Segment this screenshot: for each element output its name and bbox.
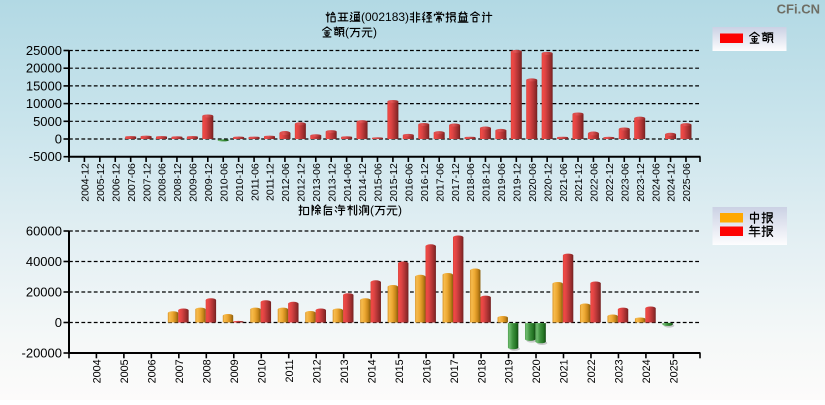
svg-text:(: ( [345, 25, 349, 39]
svg-text:2020-12: 2020-12 [542, 163, 554, 202]
svg-text:2018: 2018 [476, 359, 488, 383]
svg-text:2021-06: 2021-06 [558, 163, 570, 202]
svg-text:2010-06: 2010-06 [218, 163, 230, 202]
svg-text:2016: 2016 [421, 359, 433, 383]
svg-text:2023: 2023 [614, 359, 626, 383]
svg-text:15000: 15000 [26, 78, 62, 93]
svg-text:2015-12: 2015-12 [388, 163, 400, 202]
svg-text:2007: 2007 [174, 359, 186, 383]
svg-text:2006-12: 2006-12 [110, 163, 122, 202]
svg-text:(002183): (002183) [361, 10, 409, 24]
svg-text:2011-06: 2011-06 [249, 163, 261, 201]
svg-text:-5000: -5000 [29, 149, 62, 164]
svg-text:2008-12: 2008-12 [172, 163, 184, 202]
svg-text:5000: 5000 [33, 114, 62, 129]
svg-text:2008-06: 2008-06 [157, 163, 169, 202]
svg-text:2014-12: 2014-12 [357, 163, 369, 202]
svg-text:2024-06: 2024-06 [650, 163, 662, 202]
svg-text:2016-12: 2016-12 [419, 163, 431, 202]
svg-text:2010: 2010 [256, 359, 268, 383]
svg-text:0: 0 [55, 132, 62, 147]
svg-text:2019-06: 2019-06 [496, 163, 508, 202]
svg-text:2017-06: 2017-06 [434, 163, 446, 202]
svg-text:2004: 2004 [92, 359, 104, 383]
svg-text:20000: 20000 [26, 61, 62, 76]
svg-text:2006: 2006 [147, 359, 159, 383]
svg-text:2005: 2005 [119, 359, 131, 383]
svg-text:2014-06: 2014-06 [342, 163, 354, 202]
svg-text:2012-06: 2012-06 [280, 163, 292, 202]
svg-text:2011-12: 2011-12 [265, 163, 277, 201]
svg-text:2024-12: 2024-12 [666, 163, 678, 202]
svg-text:2018-12: 2018-12 [481, 163, 493, 202]
svg-text:2020-06: 2020-06 [527, 163, 539, 202]
svg-text:0: 0 [55, 315, 62, 330]
svg-text:2019: 2019 [504, 359, 516, 383]
svg-text:2017-12: 2017-12 [450, 163, 462, 202]
svg-text:2023-06: 2023-06 [619, 163, 631, 202]
svg-text:-20000: -20000 [22, 346, 62, 361]
svg-text:2022-12: 2022-12 [604, 163, 616, 202]
svg-text:2017: 2017 [449, 359, 461, 383]
svg-text:2007-06: 2007-06 [126, 163, 138, 202]
svg-text:40000: 40000 [26, 254, 62, 269]
svg-text:2009-06: 2009-06 [188, 163, 200, 202]
svg-text:2016-06: 2016-06 [404, 163, 416, 202]
svg-text:2020: 2020 [531, 359, 543, 383]
svg-text:2013-12: 2013-12 [326, 163, 338, 202]
svg-text:2007-12: 2007-12 [141, 163, 153, 202]
svg-text:2004-12: 2004-12 [80, 163, 92, 202]
svg-text:): ) [398, 203, 402, 217]
svg-text:2015: 2015 [394, 359, 406, 383]
svg-text:2025-06: 2025-06 [681, 163, 693, 202]
svg-text:25000: 25000 [26, 43, 62, 58]
svg-text:2025: 2025 [669, 359, 681, 383]
svg-text:2015-06: 2015-06 [373, 163, 385, 202]
svg-text:2009: 2009 [229, 359, 241, 383]
svg-text:2023-12: 2023-12 [635, 163, 647, 202]
svg-text:2024: 2024 [641, 359, 653, 383]
svg-text:2005-12: 2005-12 [95, 163, 107, 202]
svg-text:CFi.CN: CFi.CN [777, 2, 820, 17]
svg-text:2014: 2014 [366, 359, 378, 383]
svg-text:2021-12: 2021-12 [573, 163, 585, 202]
svg-text:10000: 10000 [26, 96, 62, 111]
svg-text:2012: 2012 [311, 359, 323, 383]
svg-text:): ) [373, 25, 377, 39]
svg-text:60000: 60000 [26, 224, 62, 239]
svg-text:2022: 2022 [586, 359, 598, 383]
svg-text:2012-12: 2012-12 [296, 163, 308, 202]
svg-text:2010-12: 2010-12 [234, 163, 246, 202]
svg-text:2008: 2008 [202, 359, 214, 383]
svg-text:2018-06: 2018-06 [465, 163, 477, 202]
svg-text:(: ( [370, 203, 374, 217]
svg-text:2011: 2011 [284, 359, 296, 382]
svg-text:20000: 20000 [26, 285, 62, 300]
svg-text:2022-06: 2022-06 [589, 163, 601, 202]
svg-text:2013: 2013 [339, 359, 351, 383]
svg-text:2019-12: 2019-12 [512, 163, 524, 202]
svg-text:2021: 2021 [559, 359, 571, 383]
svg-text:2013-06: 2013-06 [311, 163, 323, 202]
svg-text:2009-12: 2009-12 [203, 163, 215, 202]
